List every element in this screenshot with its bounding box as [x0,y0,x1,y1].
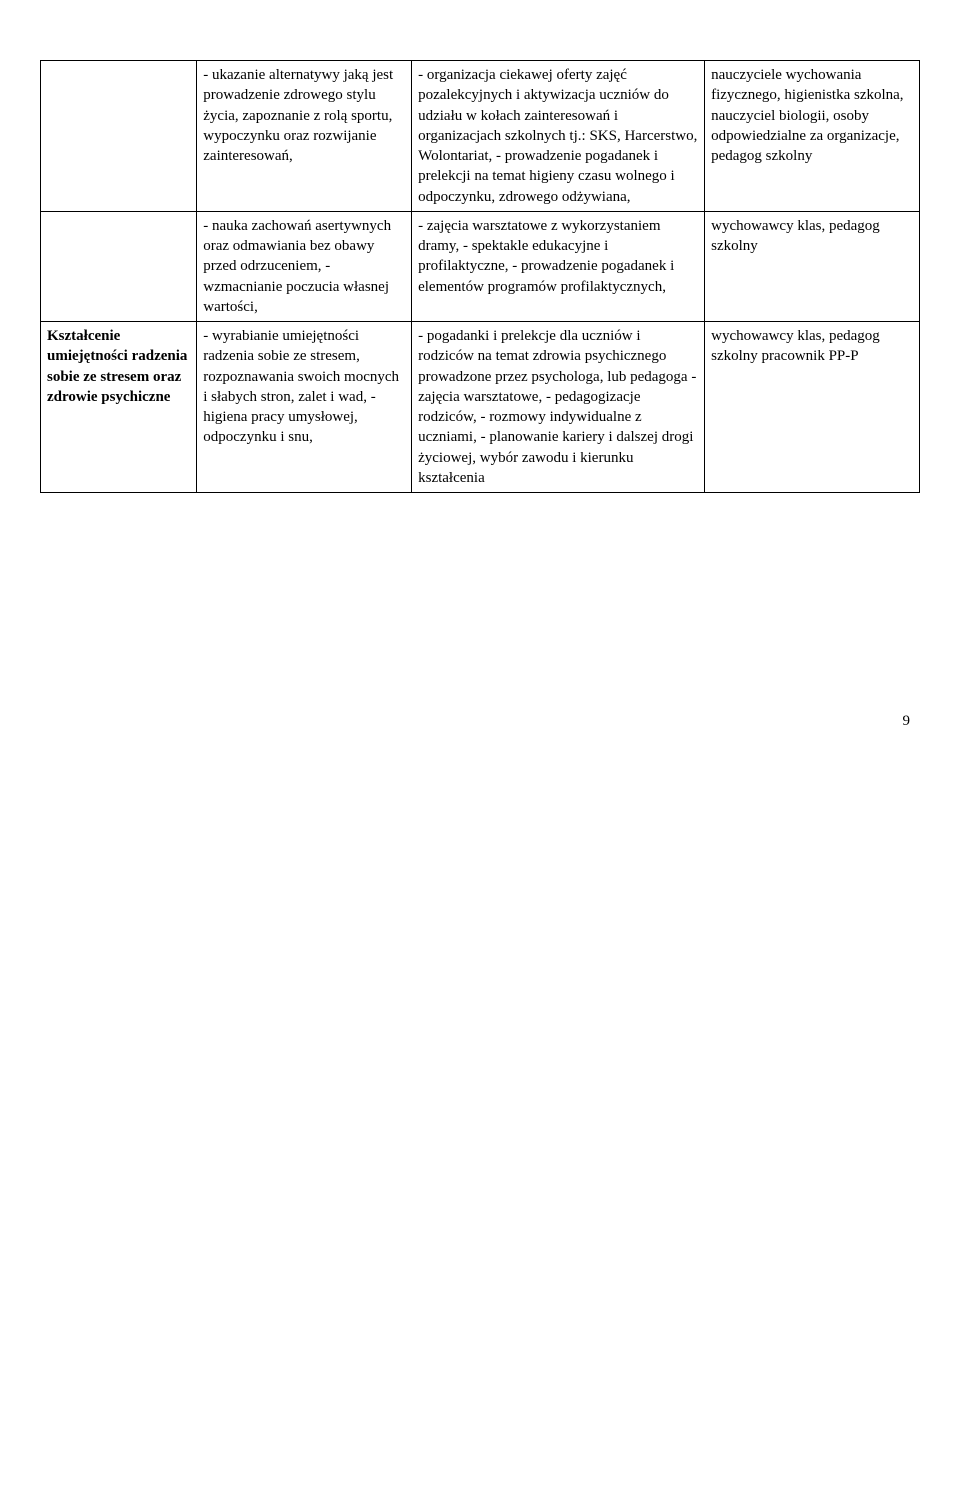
page-number: 9 [40,713,920,730]
cell-responsible: nauczyciele wychowania fizycznego, higie… [705,61,920,212]
cell-category [41,211,197,321]
table-row: - ukazanie alternatywy jaką jest prowadz… [41,61,920,212]
cell-actions: - zajęcia warsztatowe z wykorzystaniem d… [412,211,705,321]
cell-category [41,61,197,212]
table-row: - nauka zachowań asertywnych oraz odmawi… [41,211,920,321]
cell-responsible: wychowawcy klas, pedagog szkolny [705,211,920,321]
cell-actions: - organizacja ciekawej oferty zajęć poza… [412,61,705,212]
cell-goals: - nauka zachowań asertywnych oraz odmawi… [197,211,412,321]
cell-category: Kształcenie umiejętności radzenia sobie … [41,322,197,493]
content-table: - ukazanie alternatywy jaką jest prowadz… [40,60,920,493]
cell-goals: - ukazanie alternatywy jaką jest prowadz… [197,61,412,212]
table-body: - ukazanie alternatywy jaką jest prowadz… [41,61,920,493]
cell-goals: - wyrabianie umiejętności radzenia sobie… [197,322,412,493]
cell-actions: - pogadanki i prelekcje dla uczniów i ro… [412,322,705,493]
table-row: Kształcenie umiejętności radzenia sobie … [41,322,920,493]
cell-responsible: wychowawcy klas, pedagog szkolny pracown… [705,322,920,493]
